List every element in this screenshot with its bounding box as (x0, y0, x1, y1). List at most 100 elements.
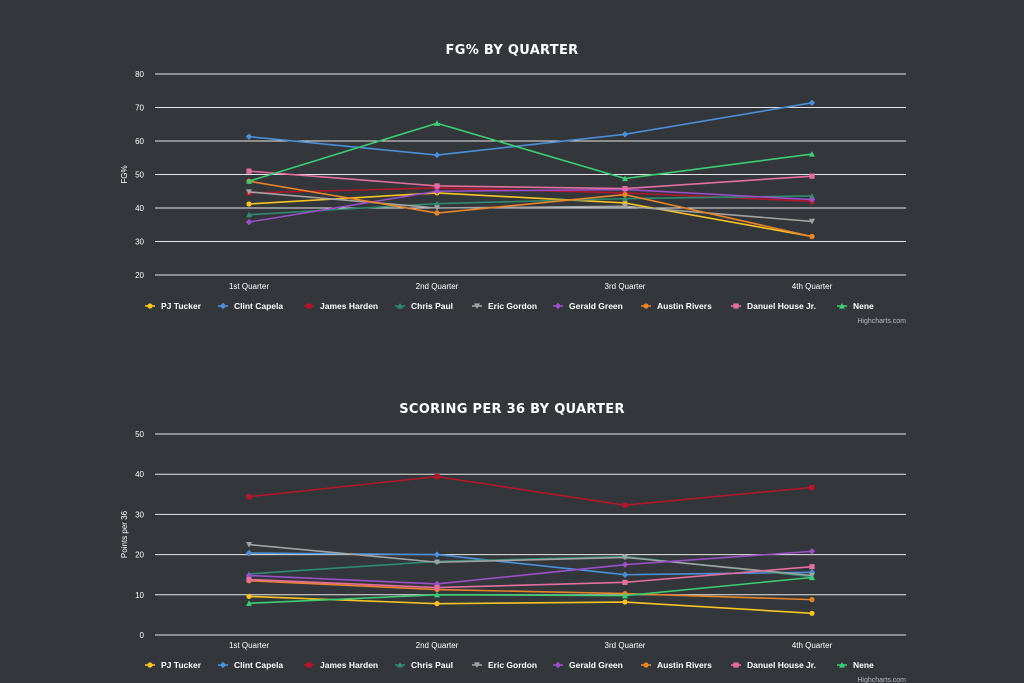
legend-label: Nene (853, 660, 874, 670)
data-point (433, 551, 441, 558)
legend-label: Eric Gordon (488, 301, 537, 311)
data-point (809, 151, 815, 157)
data-point (246, 178, 252, 184)
x-tick-label: 1st Quarter (229, 641, 269, 650)
data-point (622, 592, 628, 599)
legend-item-danuel-house-jr[interactable]: Danuel House Jr. (731, 660, 816, 670)
series-clint-capela[interactable] (245, 99, 816, 159)
data-point (622, 579, 628, 585)
data-point (434, 205, 440, 211)
legend-item-pj-tucker[interactable]: PJ Tucker (145, 301, 202, 311)
legend-item-nene[interactable]: Nene (837, 301, 874, 311)
data-point (809, 610, 815, 616)
x-tick-label: 3rd Quarter (605, 641, 646, 650)
x-tick-label: 2nd Quarter (416, 641, 459, 650)
series-eric-gordon[interactable] (246, 189, 815, 225)
series-austin-rivers[interactable] (246, 178, 815, 240)
series-pj-tucker[interactable] (246, 593, 815, 616)
x-tick-label: 1st Quarter (229, 282, 269, 291)
series-nene[interactable] (246, 574, 815, 606)
data-point (246, 600, 252, 606)
data-point (246, 201, 252, 207)
legend-label: PJ Tucker (161, 660, 202, 670)
legend-item-danuel-house-jr[interactable]: Danuel House Jr. (731, 301, 816, 311)
series-danuel-house-jr[interactable] (246, 564, 815, 591)
legend-item-gerald-green[interactable]: Gerald Green (553, 301, 623, 311)
legend-item-nene[interactable]: Nene (837, 660, 874, 670)
data-point (809, 233, 815, 240)
y-tick-label: 20 (135, 551, 144, 560)
credits-link[interactable]: Highcharts.com (857, 677, 906, 683)
legend-marker (397, 303, 403, 309)
data-point (246, 494, 252, 500)
series-gerald-green[interactable] (245, 186, 816, 226)
data-point (808, 99, 816, 107)
data-point (434, 601, 440, 607)
legend-item-james-harden[interactable]: James Harden (304, 301, 378, 311)
data-point (622, 192, 628, 198)
y-tick-label: 40 (135, 204, 144, 213)
series-eric-gordon[interactable] (246, 541, 815, 579)
legend-marker (554, 302, 562, 310)
legend-label: Eric Gordon (488, 660, 537, 670)
legend-marker (219, 302, 227, 310)
legend-item-austin-rivers[interactable]: Austin Rivers (641, 660, 712, 670)
series-line (248, 595, 813, 615)
legend-label: James Harden (320, 660, 378, 670)
y-tick-label: 30 (135, 238, 144, 247)
y-tick-label: 50 (135, 430, 144, 439)
series-nene[interactable] (246, 120, 815, 184)
legend-marker (219, 661, 227, 669)
data-point (246, 576, 252, 583)
legend-item-james-harden[interactable]: James Harden (304, 660, 378, 670)
series-line (248, 195, 813, 216)
legend-marker (643, 662, 649, 668)
series-line (248, 475, 813, 506)
data-point (808, 196, 816, 203)
series-line (248, 122, 813, 182)
legend-item-austin-rivers[interactable]: Austin Rivers (641, 301, 712, 311)
legend-item-eric-gordon[interactable]: Eric Gordon (472, 301, 537, 311)
data-point (433, 188, 441, 195)
y-tick-label: 80 (135, 70, 144, 79)
legend-marker (474, 303, 480, 309)
data-point (245, 218, 253, 226)
legend-item-eric-gordon[interactable]: Eric Gordon (472, 660, 537, 670)
legend-item-chris-paul[interactable]: Chris Paul (395, 660, 453, 670)
legend-label: Chris Paul (411, 660, 453, 670)
legend-label: Chris Paul (411, 301, 453, 311)
data-point (809, 192, 815, 199)
data-point (809, 564, 815, 570)
data-point (434, 183, 440, 189)
series-line (248, 565, 813, 589)
y-tick-label: 30 (135, 510, 144, 519)
data-point (622, 502, 628, 508)
y-axis-label: Points per 36 (120, 510, 129, 558)
y-tick-label: 40 (135, 470, 144, 479)
data-point (809, 218, 815, 225)
y-tick-label: 10 (135, 591, 144, 600)
y-tick-label: 50 (135, 171, 144, 180)
series-danuel-house-jr[interactable] (246, 168, 815, 192)
series-austin-rivers[interactable] (246, 578, 815, 603)
data-point (434, 474, 440, 480)
legend-label: James Harden (320, 301, 378, 311)
data-point (808, 548, 816, 555)
series-james-harden[interactable] (246, 474, 815, 508)
legend-item-gerald-green[interactable]: Gerald Green (553, 660, 623, 670)
legend-item-clint-capela[interactable]: Clint Capela (218, 660, 283, 670)
credits-link[interactable]: Highcharts.com (857, 318, 906, 325)
series-gerald-green[interactable] (245, 548, 816, 588)
data-point (245, 549, 253, 557)
legend-item-pj-tucker[interactable]: PJ Tucker (145, 660, 202, 670)
legend-label: Clint Capela (234, 660, 283, 670)
data-point (621, 561, 629, 568)
legend-item-clint-capela[interactable]: Clint Capela (218, 301, 283, 311)
series-line (248, 579, 813, 601)
series-chris-paul[interactable] (246, 192, 815, 218)
legend-label: Clint Capela (234, 301, 283, 311)
legend-marker (733, 662, 739, 668)
legend-item-chris-paul[interactable]: Chris Paul (395, 301, 453, 311)
legend-marker (397, 662, 403, 668)
legend-marker (839, 662, 845, 668)
